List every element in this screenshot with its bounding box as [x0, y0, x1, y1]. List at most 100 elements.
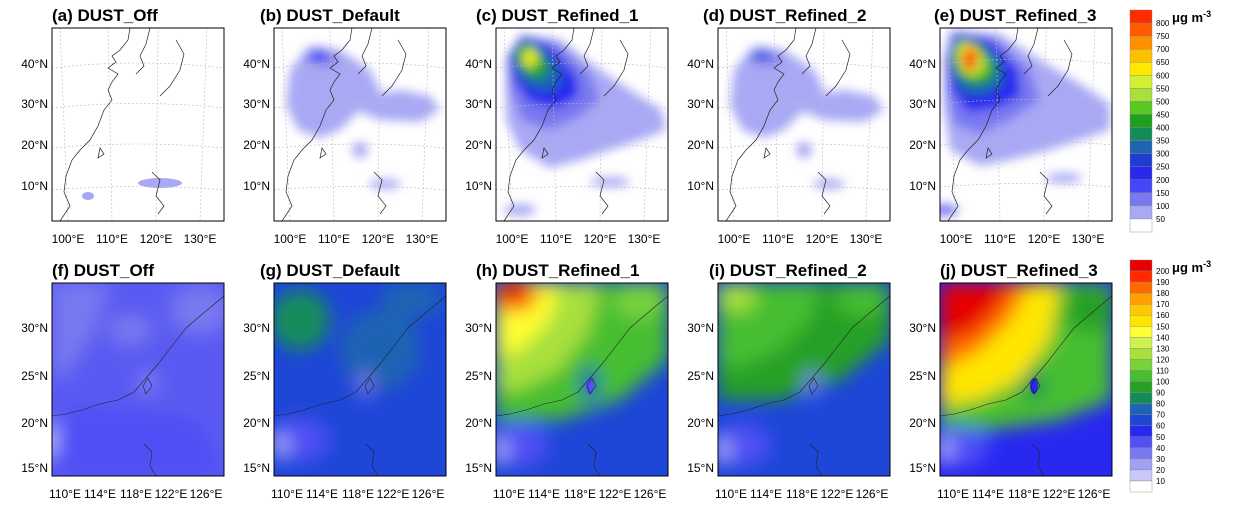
colorbar-unit: μg m-3	[1172, 9, 1211, 25]
graticule	[718, 28, 890, 221]
colorbar-level-label: 50	[1156, 215, 1165, 224]
lat-tick-label: 10°N	[687, 179, 714, 193]
lon-tick-label: 120°E	[140, 232, 173, 246]
lon-tick-label: 130°E	[1072, 232, 1105, 246]
lon-tick-label: 110°E	[493, 487, 525, 501]
lat-tick-label: 30°N	[909, 97, 936, 111]
colorbar-level-label: 600	[1156, 71, 1170, 80]
colorbar-level-label: 300	[1156, 150, 1170, 159]
lon-tick-label: 120°E	[1028, 232, 1061, 246]
lat-tick-label: 25°N	[909, 369, 936, 383]
colorbar-swatch	[1129, 48, 1153, 63]
lon-tick-label: 110°E	[715, 487, 747, 501]
colorbar-swatch	[1129, 303, 1153, 316]
colorbar-swatch	[1129, 337, 1153, 349]
colorbar-level-label: 90	[1156, 389, 1165, 398]
lat-tick-label: 40°N	[21, 57, 48, 71]
colorbar-swatch	[1129, 359, 1153, 371]
colorbar-bottom: 200 190 180 170 160 150 140 130 120 110 100 90 80 70 6…	[1129, 259, 1211, 493]
map-panel-i: (i) DUST_Refined_2	[709, 261, 891, 477]
colorbar-swatch	[1129, 370, 1153, 382]
lat-tick-label: 20°N	[21, 416, 48, 430]
lon-tick-label: 130°E	[628, 232, 661, 246]
colorbar-level-label: 140	[1156, 333, 1170, 342]
lat-tick-label: 30°N	[687, 97, 714, 111]
lon-tick-label: 130°E	[184, 232, 217, 246]
lat-tick-label: 20°N	[909, 138, 936, 152]
dust-field	[940, 283, 1112, 476]
map-frame	[51, 282, 225, 477]
lon-tick-label: 118°E	[342, 487, 374, 501]
colorbar-swatch	[1129, 425, 1153, 437]
colorbar-unit: μg m-3	[1172, 259, 1211, 275]
colorbar-swatch	[1129, 392, 1153, 404]
lat-tick-label: 40°N	[909, 57, 936, 71]
map-panel-c: (c) DUST_Refined_1	[476, 6, 669, 222]
lon-tick-label: 118°E	[786, 487, 818, 501]
lat-tick-label: 15°N	[909, 461, 936, 475]
coastline	[947, 28, 1073, 221]
lon-tick-label: 118°E	[564, 487, 596, 501]
colorbar-unit-text: μg m	[1172, 10, 1203, 25]
graticule	[274, 28, 446, 221]
lat-tick-label: 20°N	[243, 416, 270, 430]
lat-tick-label: 15°N	[243, 461, 270, 475]
colorbar-swatch	[1129, 88, 1153, 102]
lat-tick-label: 20°N	[21, 138, 48, 152]
map-panel-e: (e) DUST_Refined_3	[934, 6, 1113, 222]
colorbar-level-label: 10	[1156, 477, 1165, 486]
map-panel-b: (b) DUST_Default	[260, 6, 447, 222]
lon-tick-label: 100°E	[274, 232, 307, 246]
dust-field	[274, 283, 446, 476]
map-frame	[717, 27, 891, 222]
map-panel-d: (d) DUST_Refined_2	[703, 6, 891, 222]
colorbar-level-label: 550	[1156, 84, 1170, 93]
colorbar-level-label: 40	[1156, 444, 1165, 453]
lat-tick-label: 15°N	[465, 461, 492, 475]
colorbar-swatch	[1129, 436, 1153, 449]
map-panel-j: (j) DUST_Refined_3	[939, 261, 1113, 477]
colorbar-level-label: 150	[1156, 189, 1170, 198]
lat-tick-label: 25°N	[21, 369, 48, 383]
colorbar-swatch	[1129, 259, 1153, 272]
lon-tick-label: 126°E	[412, 487, 445, 501]
colorbar-swatch	[1129, 114, 1153, 128]
lon-tick-label: 120°E	[362, 232, 395, 246]
lon-tick-label: 122°E	[821, 487, 854, 501]
lat-tick-label: 20°N	[687, 416, 714, 430]
lon-tick-label: 118°E	[1008, 487, 1040, 501]
lon-tick-label: 118°E	[120, 487, 152, 501]
coastline	[496, 295, 668, 476]
colorbar-swatch	[1129, 447, 1153, 460]
lat-tick-label: 25°N	[465, 369, 492, 383]
colorbar-swatch	[1129, 326, 1153, 338]
lat-tick-label: 10°N	[909, 179, 936, 193]
colorbar-unit-text: μg m	[1172, 260, 1203, 275]
colorbar-swatch	[1129, 9, 1153, 24]
lat-tick-label: 30°N	[465, 321, 492, 335]
colorbar-level-label: 160	[1156, 311, 1170, 320]
lat-tick-label: 20°N	[243, 138, 270, 152]
colorbar-level-label: 400	[1156, 124, 1170, 133]
map-panel-h: (h) DUST_Refined_1	[476, 261, 669, 477]
colorbar-swatch	[1129, 458, 1153, 471]
coastline	[52, 295, 224, 476]
lat-tick-label: 30°N	[243, 321, 270, 335]
map-frame	[51, 27, 225, 222]
lon-tick-label: 110°E	[762, 232, 794, 246]
lat-tick-label: 20°N	[909, 416, 936, 430]
graticule	[52, 28, 224, 221]
lon-tick-label: 126°E	[634, 487, 667, 501]
lat-tick-label: 30°N	[243, 97, 270, 111]
dust-field	[718, 283, 890, 476]
map-frame	[495, 27, 669, 222]
colorbar-level-label: 190	[1156, 278, 1170, 287]
dust-field	[940, 28, 1112, 221]
colorbar-swatch	[1129, 403, 1153, 415]
colorbar-swatch	[1129, 35, 1153, 50]
lat-tick-label: 10°N	[465, 179, 492, 193]
colorbar-level-label: 100	[1156, 202, 1170, 211]
colorbar-swatch	[1129, 480, 1153, 493]
map-frame	[273, 27, 447, 222]
